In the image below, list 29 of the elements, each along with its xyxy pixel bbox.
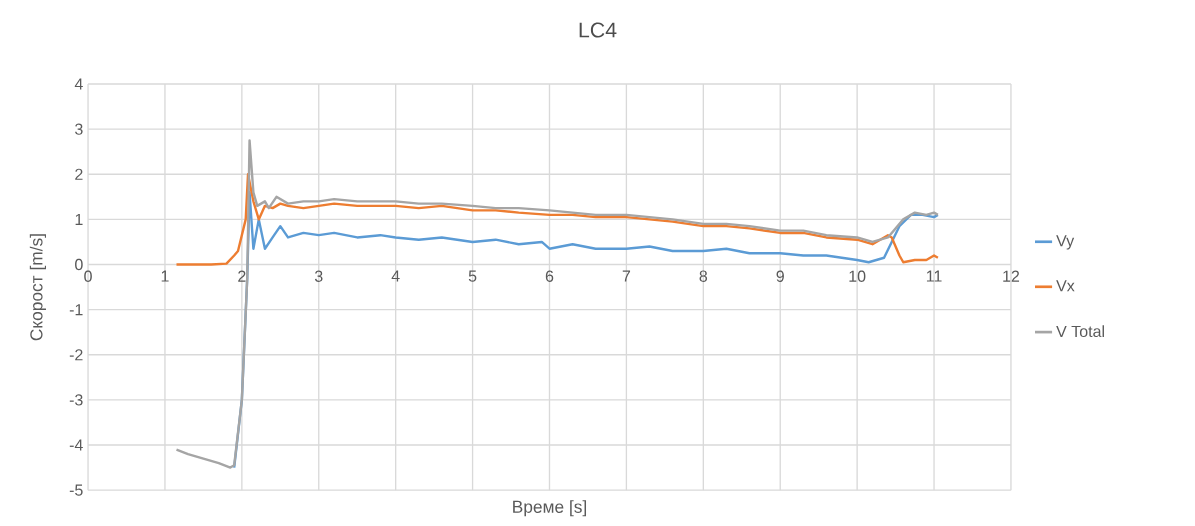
y-tick-label: 3 — [75, 123, 83, 135]
x-tick-label: 8 — [699, 270, 708, 282]
x-tick-label: 10 — [849, 270, 866, 282]
chart-title: LC4 — [579, 22, 617, 38]
x-tick-label: 5 — [468, 270, 477, 282]
x-tick-label: 11 — [926, 270, 942, 282]
x-tick-label: 12 — [1003, 270, 1020, 282]
y-tick-label: 4 — [74, 78, 83, 90]
legend-label: Vy — [1056, 235, 1075, 250]
y-axis-title: Скорост [m/s] — [29, 234, 46, 341]
y-tick-label: -4 — [69, 439, 83, 451]
y-tick-label: -2 — [69, 349, 83, 361]
y-tick-label: 0 — [75, 258, 83, 271]
x-tick-label: 9 — [776, 270, 784, 282]
x-tick-label: 4 — [391, 270, 400, 282]
y-tick-label: -5 — [69, 484, 83, 496]
x-tick-label: 3 — [314, 270, 323, 282]
legend-label: Vx — [1056, 280, 1075, 292]
legend-label: V Total — [1056, 325, 1104, 337]
y-tick-label: -3 — [69, 394, 83, 406]
y-tick-label: 1 — [75, 213, 83, 225]
y-tick-label: -1 — [69, 304, 83, 316]
x-axis-title: Време [s] — [513, 500, 587, 517]
x-tick-label: 2 — [238, 270, 246, 282]
x-tick-label: 6 — [545, 270, 554, 282]
x-tick-label: 7 — [622, 270, 631, 282]
y-tick-label: 2 — [75, 168, 83, 180]
x-tick-label: 0 — [84, 270, 92, 282]
x-tick-label: 1 — [161, 270, 169, 282]
